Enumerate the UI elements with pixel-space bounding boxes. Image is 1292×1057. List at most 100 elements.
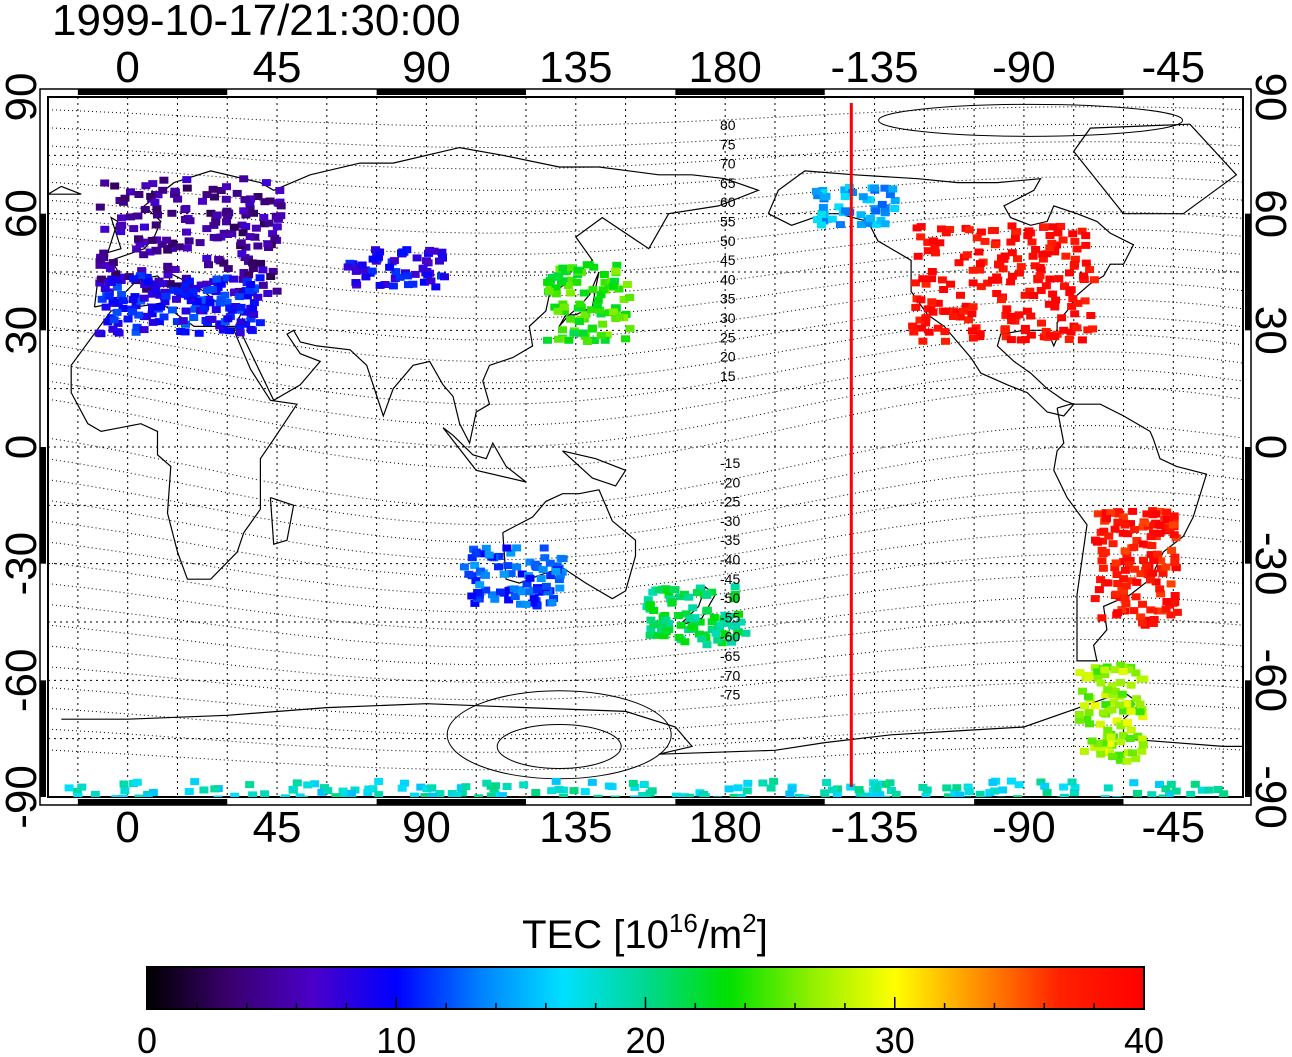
tec-cell [239, 269, 249, 276]
tec-cell [1081, 232, 1091, 240]
x-tick-label-bottom: -135 [831, 803, 919, 852]
tec-cell [209, 221, 219, 229]
tec-cell [197, 296, 207, 304]
tec-cell [707, 588, 717, 596]
tec-cell [129, 225, 139, 233]
coastline-segment [767, 170, 1135, 417]
tec-cell [589, 263, 599, 271]
tec-cell [1065, 269, 1074, 277]
tec-cell [1117, 690, 1127, 698]
tec-cell [1014, 311, 1024, 319]
tec-cell [317, 788, 327, 796]
tec-cell [488, 591, 497, 599]
tec-cell [288, 785, 298, 793]
tec-cell [420, 793, 430, 797]
x-tick-label-bottom: 180 [688, 803, 761, 852]
tec-cell [673, 612, 683, 619]
tec-cell [1078, 687, 1087, 695]
tec-cell [338, 793, 348, 797]
tec-cell [1072, 324, 1082, 332]
tec-cell [100, 225, 110, 233]
x-tick-label-bottom: 90 [402, 803, 451, 852]
tec-cell [270, 234, 280, 242]
tec-cell [563, 282, 573, 290]
tec-cell [911, 303, 921, 311]
tec-cell [519, 796, 528, 797]
frame-band [77, 89, 228, 95]
y-tick-label-right: -90 [1246, 765, 1292, 829]
tec-cell [949, 313, 958, 320]
tec-cell [205, 315, 215, 323]
tec-cell [707, 618, 717, 626]
tec-cell [184, 277, 194, 285]
tec-cell [918, 337, 928, 345]
tec-cell [857, 221, 866, 228]
tec-cell [137, 268, 147, 276]
tec-cell [1127, 577, 1137, 585]
tec-cell [1132, 695, 1141, 703]
y-tick-label-left: 30 [0, 306, 46, 355]
tec-cell [510, 593, 520, 600]
tec-cell [1142, 510, 1152, 518]
tec-cell [1138, 523, 1148, 531]
magnetic-lat-label: 80 [720, 117, 736, 133]
tec-cell [152, 205, 162, 213]
tec-cell [1073, 299, 1083, 307]
tec-cell [109, 316, 119, 324]
tec-cell [447, 790, 457, 797]
tec-cell [1105, 749, 1115, 757]
tec-cell [422, 785, 432, 793]
tec-cell [202, 225, 212, 233]
tec-cell [189, 314, 199, 321]
tec-cell [963, 783, 973, 791]
tec-cell [222, 183, 231, 191]
tec-cell [935, 239, 945, 247]
tec-cell [240, 254, 250, 262]
tec-cell [1090, 702, 1100, 710]
tec-cell [832, 791, 842, 797]
tec-cell [661, 616, 671, 624]
x-tick-label-top: -45 [1141, 43, 1205, 92]
tec-cell [1074, 711, 1084, 718]
tec-cell [646, 625, 656, 633]
tec-cell [168, 306, 177, 314]
tec-cell [736, 618, 746, 626]
tec-cell [1029, 292, 1039, 299]
tec-cell [866, 793, 876, 797]
tec-cell [730, 590, 740, 598]
tec-cell [1128, 749, 1137, 757]
tec-cell [715, 625, 725, 633]
tec-cell [139, 326, 149, 334]
tec-cell [921, 280, 931, 288]
tec-cell [1025, 287, 1035, 295]
tec-cell [153, 191, 163, 199]
tec-cell [126, 213, 135, 221]
tec-cell [261, 179, 271, 187]
tec-cell [181, 307, 191, 315]
tec-cell [869, 184, 879, 192]
tec-cell [525, 588, 535, 596]
tec-cell [96, 255, 106, 263]
magnetic-contour [48, 123, 1243, 148]
tec-cell [845, 183, 854, 191]
tec-cell [1002, 305, 1012, 313]
tec-cell [1077, 336, 1087, 344]
tec-cell [854, 786, 864, 794]
tec-cell [374, 791, 384, 797]
tec-cell [519, 781, 529, 789]
tec-cell [388, 282, 398, 290]
tec-cell [1114, 508, 1124, 516]
tec-cell [1166, 611, 1176, 619]
tec-cell [1006, 777, 1016, 785]
tec-cell [630, 783, 640, 791]
tec-cell [199, 304, 209, 312]
tec-cell [160, 298, 170, 306]
tec-cell [598, 320, 608, 328]
tec-cell [822, 779, 832, 786]
tec-cell [940, 308, 950, 315]
tec-cell [250, 233, 260, 241]
tec-cell [1116, 722, 1126, 730]
tec-cell [1113, 518, 1123, 526]
tec-cell [255, 274, 265, 282]
tec-cell [248, 304, 258, 312]
